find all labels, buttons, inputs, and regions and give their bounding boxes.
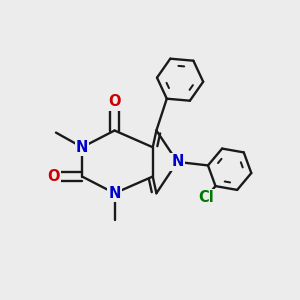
- Text: N: N: [171, 154, 184, 169]
- Text: Cl: Cl: [198, 190, 214, 206]
- Text: N: N: [108, 186, 121, 201]
- Text: O: O: [108, 94, 121, 110]
- Text: N: N: [76, 140, 88, 155]
- Text: O: O: [47, 169, 60, 184]
